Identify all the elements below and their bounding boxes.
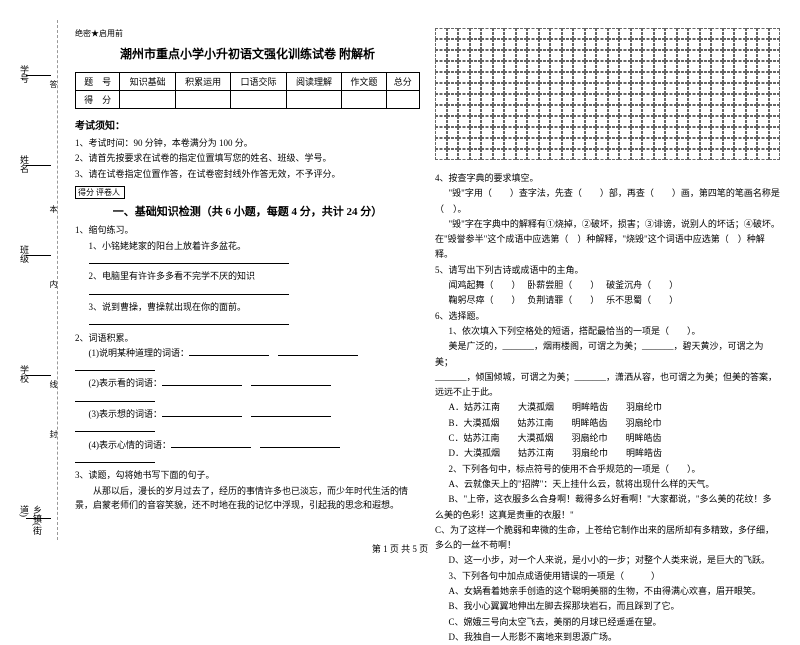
secret-label: 绝密★启用前 — [75, 28, 420, 39]
q2-c: (3)表示想的词语： — [75, 407, 420, 438]
q6-opt: A、云就像天上的"招牌"：天上挂什么云，就将出现什么样的天气。 — [435, 477, 780, 492]
th: 总分 — [386, 73, 419, 91]
notice-item: 3、请在试卷指定位置作答，在试卷密封线外作答无效，不予评分。 — [75, 167, 420, 182]
td — [342, 91, 386, 109]
q3-body: 从那以后，漫长的岁月过去了，经历的事情许多也已淡忘，而少年时代生活的情景，启蒙老… — [75, 484, 420, 513]
sidebar-lbl-class: 班级 — [18, 245, 31, 263]
sidebar-line — [26, 165, 51, 166]
q6-opt: D、这一小步，对一个人来说，是小小的一步；对整个人类来说，是巨大的飞跃。 — [435, 553, 780, 568]
blank-line — [75, 315, 420, 330]
scorebox-row: 得分 评卷人 — [75, 186, 420, 200]
sidebar-lbl-school: 学校 — [18, 365, 31, 383]
q6-opt: A、女娲看着她亲手创造的这个聪明美丽的生物，不由得满心欢喜，眉开眼笑。 — [435, 584, 780, 599]
q5-cell: 闻鸡起舞（ ） — [449, 280, 517, 290]
notice-heading: 考试须知： — [75, 117, 420, 132]
q5-cell: 乐不思蜀（ ） — [606, 295, 678, 305]
q1-a: 1、小铭姥姥家的阳台上放着许多盆花。 — [75, 239, 420, 254]
q6-p1b: _______，倾国倾城，可谓之为美；_______，潇洒从容，也可谓之为美；但… — [435, 370, 780, 401]
sidebar-lbl-name: 姓名 — [18, 155, 31, 173]
seal-mark: 封 — [48, 430, 59, 438]
notice-item: 2、请首先按要求在试卷的指定位置填写您的姓名、班级、学号。 — [75, 151, 420, 166]
q1-stem: 1、缩句练习。 — [75, 223, 420, 238]
td — [286, 91, 341, 109]
q6-p1: 1、依次填入下列空格处的短语，搭配最恰当的一项是（ ）。 — [435, 324, 780, 339]
q5-cell: 卧薪尝胆（ ） — [527, 280, 595, 290]
writing-grid — [435, 28, 780, 163]
q3-stem: 3、读题，勾将她书写下面的句子。 — [75, 468, 420, 483]
q6-p1a: 美是广泛的，_______，烟雨楼阁，可谓之为美；_______，碧天黄沙，可谓… — [435, 339, 780, 370]
blank-line — [75, 285, 420, 300]
exam-title: 潮州市重点小学小升初语文强化训练试卷 附解析 — [75, 45, 420, 62]
q5-row: 闻鸡起舞（ ） 卧薪尝胆（ ） 破釜沉舟（ ） — [435, 278, 780, 293]
sidebar-line — [26, 255, 51, 256]
q5-cell: 鞠躬尽瘁（ ） — [449, 295, 517, 305]
left-column: 绝密★启用前 潮州市重点小学小升初语文强化训练试卷 附解析 题 号 知识基础 积… — [75, 28, 420, 512]
q6-opt: B、我小心翼翼地伸出左脚去探那块岩石，而且踩到了它。 — [435, 599, 780, 614]
q6-stem: 6、选择题。 — [435, 309, 780, 324]
q6-p3: 3、下列各句中加点成语使用错误的一项是（ ） — [435, 569, 780, 584]
seal-mark: 本 — [48, 205, 59, 213]
q6-opt: C．姑苏江南 大漠孤烟 羽扇纶巾 明眸皓齿 — [435, 431, 780, 446]
td — [120, 91, 175, 109]
table-row: 题 号 知识基础 积累运用 口语交际 阅读理解 作文题 总分 — [76, 73, 420, 91]
q6-opt: B．大漠孤烟 姑苏江南 明眸皓齿 羽扇纶巾 — [435, 416, 780, 431]
score-table: 题 号 知识基础 积累运用 口语交际 阅读理解 作文题 总分 得 分 — [75, 72, 420, 109]
q4-line1: "毁"字用（ ）查字法，先查（ ）部，再查（ ）画，第四笔的笔画名称是（ ）。 — [435, 186, 780, 217]
th: 口语交际 — [231, 73, 286, 91]
q6-opt: D、我独自一人形影不离地来到思源广场。 — [435, 630, 780, 645]
q6-opt: B、"上帝，这衣服多么合身啊！裁得多么好看啊！"大家都说，"多么美的花纹！多么美… — [435, 492, 780, 523]
td: 得 分 — [76, 91, 120, 109]
notice-item: 1、考试时间：90 分钟，本卷满分为 100 分。 — [75, 136, 420, 151]
q6-p2: 2、下列各句中，标点符号的使用不合乎规范的一项是（ ）。 — [435, 462, 780, 477]
q1-b: 2、电脑里有许许多多看不完学不厌的知识 — [75, 269, 420, 284]
q4-line2: "毁"字在字典中的解释有①烧掉，②破坏，损害；③诽谤，说别人的坏话；④破坏。在"… — [435, 217, 780, 263]
td — [175, 91, 230, 109]
q2-b-label: (2)表示看的词语： — [89, 378, 163, 388]
q5-row: 鞠躬尽瘁（ ） 负荆请罪（ ） 乐不思蜀（ ） — [435, 293, 780, 308]
td — [231, 91, 286, 109]
q4-stem: 4、按查字典的要求填空。 — [435, 171, 780, 186]
th: 知识基础 — [120, 73, 175, 91]
blank-line — [75, 254, 420, 269]
q2-d-label: (4)表示心情的词语： — [89, 440, 172, 450]
q1-c: 3、说到曹操，曹操就出现在你的面前。 — [75, 300, 420, 315]
th: 积累运用 — [175, 73, 230, 91]
sidebar-line — [26, 75, 51, 76]
q6-opt: D．大漠孤烟 姑苏江南 羽扇纶巾 明眸皓齿 — [435, 446, 780, 461]
q2-c-label: (3)表示想的词语： — [89, 409, 163, 419]
q2-d: (4)表示心情的词语： — [75, 438, 420, 469]
sidebar-lbl-id: 学号 — [18, 65, 31, 83]
q2-a: (1)说明某种道理的词语： — [75, 346, 420, 377]
th: 题 号 — [76, 73, 120, 91]
sidebar-line — [26, 518, 51, 519]
th: 阅读理解 — [286, 73, 341, 91]
q6-opt: C、嫦娥三号向太空飞去，美丽的月球已经遥遥在望。 — [435, 615, 780, 630]
th: 作文题 — [342, 73, 386, 91]
q5-cell: 负荆请罪（ ） — [527, 295, 595, 305]
q2-a-label: (1)说明某种道理的词语： — [89, 348, 190, 358]
score-box: 得分 评卷人 — [75, 186, 125, 200]
page-footer: 第 1 页 共 5 页 — [0, 542, 800, 555]
seal-mark: 内 — [48, 280, 59, 288]
q2-b: (2)表示看的词语： — [75, 376, 420, 407]
seal-mark: 答 — [48, 80, 59, 88]
sidebar-lbl-town: 乡镇(街道) — [18, 505, 44, 540]
seal-mark: 线 — [48, 380, 59, 388]
q6-opt: A．姑苏江南 大漠孤烟 明眸皓齿 羽扇纶巾 — [435, 400, 780, 415]
table-row: 得 分 — [76, 91, 420, 109]
section-heading: 一、基础知识检测（共 6 小题，每题 4 分，共计 24 分） — [75, 203, 420, 219]
q5-cell: 破釜沉舟（ ） — [606, 280, 678, 290]
sidebar-line — [26, 375, 51, 376]
q2-stem: 2、词语积累。 — [75, 331, 420, 346]
q5-stem: 5、请写出下列古诗或成语中的主角。 — [435, 263, 780, 278]
td — [386, 91, 419, 109]
